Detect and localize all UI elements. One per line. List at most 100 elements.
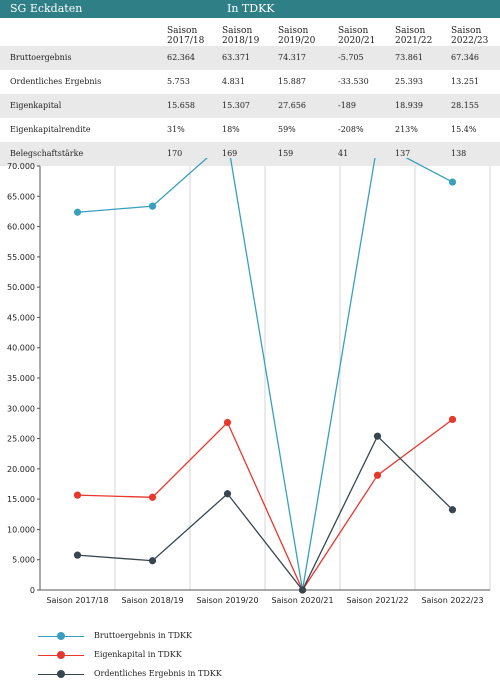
- y-tick-label: 5.000: [12, 556, 35, 565]
- legend-label: Bruttoergebnis in TDKK: [94, 631, 192, 640]
- column-header: Saison 2019/20: [278, 26, 315, 46]
- row-label: Ordentliches Ergebnis: [10, 77, 102, 86]
- column-header-line: 2017/18: [167, 36, 205, 46]
- column-header-line: Saison: [278, 26, 309, 36]
- column-header: Saison 2017/18: [167, 26, 204, 46]
- x-tick-label: Saison 2022/23: [421, 596, 483, 605]
- column-header-line: Saison: [395, 26, 426, 36]
- table-row: Eigenkapital 15.658 15.307 27.656 -189 18.939…: [0, 94, 500, 118]
- column-header-line: 2018/19: [222, 36, 260, 46]
- row-label: Bruttoergebnis: [10, 53, 72, 62]
- column-header: Saison 2018/19: [222, 26, 259, 46]
- data-point: [223, 490, 232, 498]
- table-cell: 25.393: [395, 77, 423, 86]
- table-cell: 138: [451, 149, 467, 158]
- table-cell: 73.861: [395, 53, 423, 62]
- table-cell: 74.317: [278, 53, 306, 62]
- row-label: Belegschaftstärke: [10, 149, 84, 158]
- y-tick-label: 30.000: [7, 404, 35, 413]
- table-cell: 18%: [222, 125, 240, 134]
- header-unit: In TDKK: [227, 2, 275, 15]
- table-cell: -5.705: [338, 53, 364, 62]
- y-tick-label: 35.000: [7, 374, 35, 383]
- row-label: Eigenkapitalrendite: [10, 125, 91, 134]
- legend-marker: [57, 632, 65, 640]
- row-label: Eigenkapital: [10, 101, 62, 110]
- table-row: Eigenkapitalrendite 31% 18% 59% -208% 213% 15.…: [0, 118, 500, 142]
- table-cell: 15.658: [167, 101, 195, 110]
- data-point: [448, 178, 457, 186]
- table-cell: 15.4%: [451, 125, 477, 134]
- table-cell: 28.155: [451, 101, 479, 110]
- table-cell: -189: [338, 101, 356, 110]
- y-tick-label: 25.000: [7, 435, 35, 444]
- table-cell: 62.364: [167, 53, 195, 62]
- y-tick-label: 15.000: [7, 495, 35, 504]
- column-header-line: 2021/22: [395, 36, 433, 46]
- series-line: [77, 435, 453, 592]
- x-tick-label: Saison 2020/21: [271, 596, 333, 605]
- table-cell: 213%: [395, 125, 418, 134]
- table-cell: 63.371: [222, 53, 250, 62]
- table-row: Bruttoergebnis 62.364 63.371 74.317 -5.705 73…: [0, 46, 500, 70]
- x-tick-label: Saison 2017/18: [46, 596, 108, 605]
- x-tick-label: Saison 2019/20: [196, 596, 258, 605]
- series-line: [77, 418, 453, 592]
- table-cell: -33.530: [338, 77, 369, 86]
- data-point: [148, 202, 157, 210]
- y-tick-label: 40.000: [7, 344, 35, 353]
- table-cell: 170: [167, 149, 183, 158]
- line-chart: 0 5.000 10.000 15.000 20.000 25.000 30.000 35.0…: [7, 158, 491, 605]
- y-tick-label: 0: [30, 586, 35, 595]
- column-header-line: Saison: [451, 26, 482, 36]
- column-header-line: Saison: [167, 26, 198, 36]
- column-header-line: 2022/23: [451, 36, 489, 46]
- legend-marker: [57, 670, 65, 678]
- legend-label: Ordentliches Ergebnis in TDKK: [94, 669, 222, 678]
- table-cell: 67.346: [451, 53, 479, 62]
- table-cell: 4.831: [222, 77, 245, 86]
- header-title: SG Eckdaten: [10, 2, 83, 15]
- y-tick-label: 10.000: [7, 525, 35, 534]
- table-cell: 137: [395, 149, 411, 158]
- column-header-line: Saison: [222, 26, 253, 36]
- table-cell: 41: [338, 149, 349, 158]
- table-cell: 169: [222, 149, 238, 158]
- table-cell: 159: [278, 149, 294, 158]
- y-tick-label: 50.000: [7, 283, 35, 292]
- table-cell: -208%: [338, 125, 364, 134]
- series-line: [77, 158, 453, 591]
- table-cell: 27.656: [278, 101, 306, 110]
- column-header: Saison 2021/22: [395, 26, 432, 46]
- table-cell: 13.251: [451, 77, 479, 86]
- table-cell: 15.307: [222, 101, 250, 110]
- table-cell: 5.753: [167, 77, 190, 86]
- table-row: Ordentliches Ergebnis 5.753 4.831 15.887 -33…: [0, 70, 500, 94]
- y-tick-label: 20.000: [7, 465, 35, 474]
- table-cell: 15.887: [278, 77, 306, 86]
- legend-marker: [57, 651, 65, 659]
- legend-label: Eigenkapital in TDKK: [94, 650, 182, 659]
- column-header-line: 2019/20: [278, 36, 316, 46]
- column-header-line: Saison: [338, 26, 369, 36]
- data-point: [448, 506, 457, 514]
- data-point: [298, 586, 307, 594]
- y-tick-label: 55.000: [7, 253, 35, 262]
- data-point: [73, 551, 82, 559]
- data-point: [73, 491, 82, 499]
- table-cell: 18.939: [395, 101, 423, 110]
- data-point: [448, 415, 457, 424]
- y-tick-label: 45.000: [7, 313, 35, 322]
- column-header: Saison 2020/21: [338, 26, 375, 46]
- x-tick-label: Saison 2018/19: [121, 596, 183, 605]
- data-point: [148, 493, 157, 501]
- column-header-line: 2020/21: [338, 36, 376, 46]
- table-cell: 31%: [167, 125, 185, 134]
- y-tick-label: 60.000: [7, 223, 35, 232]
- header-bar: SG Eckdaten In TDKK: [0, 0, 500, 18]
- data-point: [373, 471, 382, 479]
- data-point: [148, 557, 157, 565]
- table-row: Belegschaftstärke 170 169 159 41 137 138: [0, 142, 500, 166]
- chart-legend: Bruttoergebnis in TDKK Eigenkapital in TD…: [0, 630, 500, 700]
- table-cell: 59%: [278, 125, 296, 134]
